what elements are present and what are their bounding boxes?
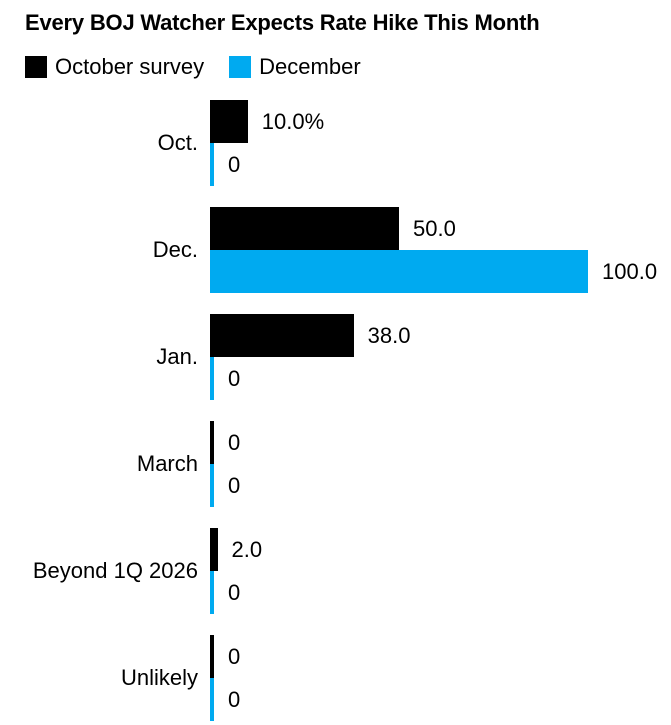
category-label-jan: Jan. [156, 344, 198, 369]
value-label-october-survey: 2.0 [231, 536, 263, 562]
value-label-december: 100.0 [602, 258, 658, 284]
value-label-december: 0 [228, 151, 241, 177]
category-label-unlikely: Unlikely [120, 665, 198, 690]
bar-october-survey [210, 528, 218, 571]
bar-october-survey [210, 635, 214, 678]
chart-legend: October survey December [25, 54, 361, 80]
value-label-december: 0 [228, 686, 241, 712]
value-label-october-survey: 0 [228, 429, 241, 455]
bar-december [210, 250, 588, 293]
value-label-october-survey: 10.0% [261, 108, 325, 134]
legend-swatch-october-survey [25, 56, 47, 78]
value-label-december: 0 [228, 579, 241, 605]
legend-label-october-survey: October survey [55, 54, 205, 79]
bar-december [210, 464, 214, 507]
value-label-october-survey: 38.0 [367, 322, 411, 348]
category-label-oct: Oct. [157, 130, 198, 155]
bar-december [210, 357, 214, 400]
bar-december [210, 143, 214, 186]
category-label-march: March [136, 451, 198, 476]
value-label-december: 0 [228, 472, 241, 498]
bar-october-survey [210, 314, 354, 357]
value-label-december: 0 [228, 365, 241, 391]
category-label-dec: Dec. [152, 237, 198, 262]
bar-october-survey [210, 100, 248, 143]
bar-october-survey [210, 207, 399, 250]
bar-october-survey [210, 421, 214, 464]
bar-december [210, 571, 214, 614]
bar-december [210, 678, 214, 721]
value-label-october-survey: 0 [228, 643, 241, 669]
chart-title: Every BOJ Watcher Expects Rate Hike This… [25, 10, 540, 35]
legend-swatch-december [229, 56, 252, 78]
value-label-october-survey: 50.0 [413, 215, 456, 241]
legend-label-december: December [259, 54, 361, 79]
category-label-beyond-1q-2026: Beyond 1Q 2026 [32, 558, 198, 583]
